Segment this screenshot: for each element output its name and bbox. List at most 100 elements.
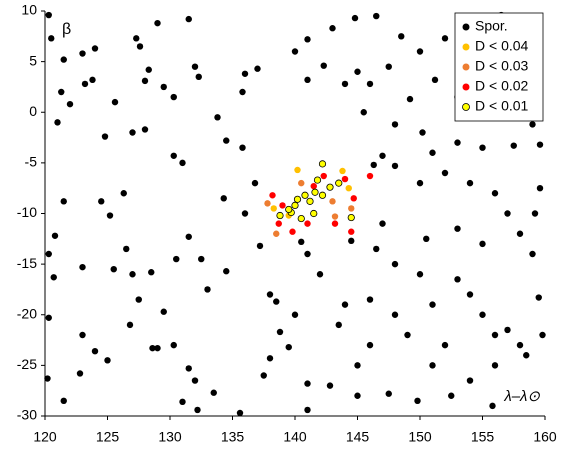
data-point [160, 308, 167, 315]
data-point [329, 198, 336, 205]
data-point [504, 326, 511, 334]
data-point [311, 188, 319, 196]
data-point [416, 179, 424, 187]
data-point [491, 362, 499, 369]
data-point [416, 48, 424, 55]
data-point [318, 191, 327, 199]
data-point [266, 291, 274, 298]
data-point [294, 166, 301, 174]
data-point [510, 142, 517, 149]
data-point [529, 121, 536, 128]
data-point [385, 63, 392, 70]
data-point [81, 80, 89, 88]
y-tick-label: -5 [25, 154, 38, 170]
data-point [239, 144, 246, 151]
data-point [354, 362, 361, 369]
data-point [304, 220, 311, 227]
data-point [101, 133, 109, 140]
data-point [241, 70, 249, 77]
x-tick-label: 155 [471, 429, 495, 445]
data-point [414, 397, 421, 405]
data-point [79, 331, 86, 339]
data-point [133, 35, 140, 42]
y-tick-label: 0 [29, 103, 37, 119]
legend: Spor. D < 0.04 D < 0.03 D < 0.02 D < 0.01 [454, 12, 544, 122]
data-point [141, 126, 149, 133]
data-point [58, 88, 65, 96]
data-point [391, 260, 399, 268]
data-point [491, 190, 499, 197]
data-point [539, 331, 546, 339]
data-point [111, 98, 119, 106]
data-point [170, 93, 177, 101]
data-point [276, 328, 284, 336]
data-point [276, 211, 284, 220]
data-point [516, 230, 524, 237]
data-point [45, 250, 52, 258]
x-tick-label: 150 [408, 429, 432, 445]
y-tick-label: -25 [17, 356, 37, 372]
data-point [273, 298, 280, 305]
data-point [523, 352, 530, 359]
data-point [285, 343, 292, 351]
data-point [170, 341, 177, 349]
y-tick-label: -30 [17, 407, 37, 423]
data-point [260, 372, 267, 379]
data-point [536, 141, 544, 148]
data-point [79, 263, 86, 271]
data-point [310, 182, 317, 190]
x-tick-label: 140 [283, 429, 307, 445]
data-point [297, 214, 305, 223]
data-point [198, 255, 205, 263]
data-point [489, 402, 496, 410]
data-point [331, 220, 339, 227]
data-point [44, 375, 51, 382]
data-point [304, 406, 311, 414]
data-point [214, 114, 221, 121]
data-point [50, 274, 57, 281]
data-point [379, 152, 386, 159]
data-point [391, 162, 399, 170]
legend-marker [462, 83, 470, 91]
data-point [479, 311, 486, 318]
y-tick-label: 10 [21, 2, 37, 18]
data-point [304, 250, 311, 258]
data-point [145, 66, 152, 73]
data-point [429, 149, 436, 156]
data-point [141, 77, 149, 85]
x-tick-label: 125 [96, 429, 120, 445]
data-point [120, 190, 127, 197]
legend-marker [462, 23, 470, 31]
data-point [98, 198, 105, 205]
data-point [173, 255, 180, 263]
data-point [106, 212, 114, 219]
legend-label: D < 0.01 [475, 98, 529, 114]
data-point [329, 25, 336, 32]
data-point [331, 213, 339, 220]
data-point [54, 119, 61, 126]
data-point [136, 43, 144, 50]
data-point [223, 268, 230, 275]
data-point [298, 238, 305, 246]
data-point [341, 80, 349, 88]
data-point [326, 382, 334, 389]
data-point [60, 397, 67, 405]
data-point [195, 73, 202, 81]
x-tick-label: 160 [533, 429, 557, 445]
data-point [529, 250, 536, 258]
data-point [148, 269, 155, 276]
data-point [154, 344, 161, 352]
data-point [416, 271, 424, 278]
data-point [318, 160, 327, 168]
data-point [285, 205, 293, 214]
data-point [366, 80, 374, 88]
data-point [149, 344, 156, 352]
data-point [293, 195, 302, 203]
data-point [491, 331, 499, 339]
data-point [298, 179, 305, 187]
data-point [60, 56, 67, 63]
data-point [354, 392, 361, 399]
data-point [241, 210, 249, 217]
legend-marker [462, 103, 470, 111]
